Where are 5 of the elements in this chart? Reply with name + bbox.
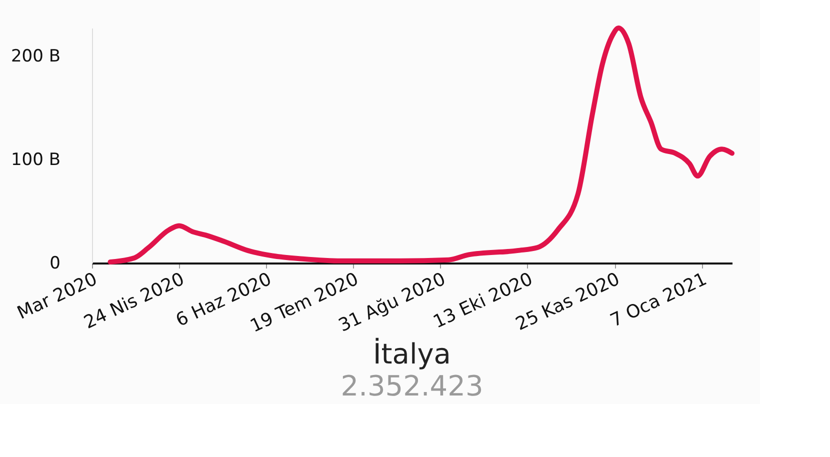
y-tick-label: 0 — [50, 254, 60, 274]
y-tick-label: 200 B — [10, 46, 60, 66]
y-tick-label: 100 B — [10, 150, 60, 170]
text: İtalya — [373, 338, 451, 371]
text: 2.352.423 — [340, 370, 484, 403]
